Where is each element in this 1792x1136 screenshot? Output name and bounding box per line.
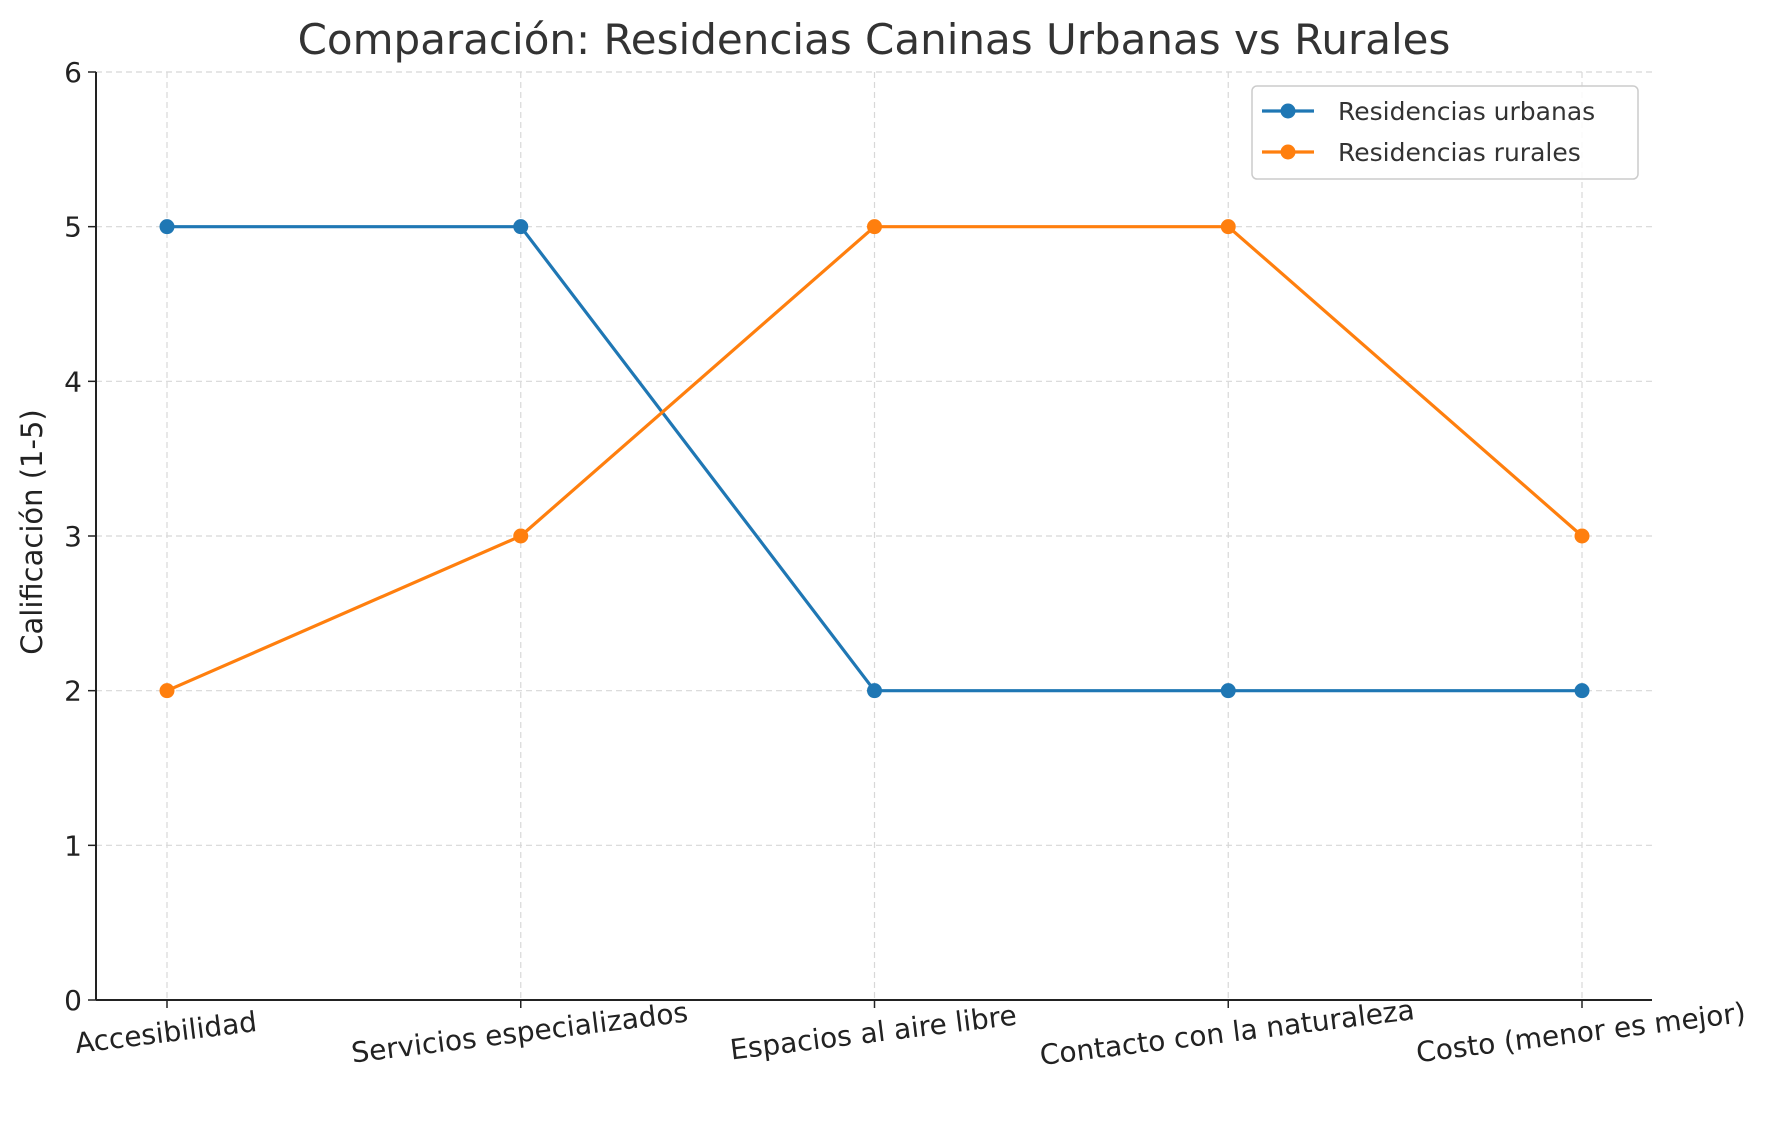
x-tick-label: Espacios al aire libre: [728, 999, 1018, 1067]
y-tick-label: 2: [64, 675, 82, 708]
y-axis-label: Calificación (1-5): [15, 409, 49, 654]
legend-marker: [1280, 103, 1296, 119]
data-point: [159, 683, 175, 699]
legend-box: [1251, 85, 1639, 180]
data-point: [867, 683, 882, 699]
data-series: [159, 219, 1590, 699]
y-tick-label: 6: [64, 56, 82, 89]
legend-item: Residencias urbanas: [1262, 97, 1595, 126]
data-point: [513, 219, 529, 235]
y-tick-label: 3: [64, 520, 82, 553]
chart-title: Comparación: Residencias Caninas Urbanas…: [298, 15, 1451, 64]
legend: Residencias urbanas Residencias rurales: [1251, 85, 1639, 180]
data-point: [1220, 219, 1236, 235]
data-point: [867, 219, 882, 235]
legend-label: Residencias urbanas: [1338, 97, 1595, 126]
data-point: [1220, 683, 1236, 699]
legend-marker: [1280, 144, 1296, 160]
data-point: [513, 528, 529, 544]
x-axis-ticks: Accesibilidad Servicios especializados Esp…: [73, 993, 1747, 1072]
legend-item: Residencias rurales: [1262, 138, 1581, 167]
x-tick-label: Accesibilidad: [73, 1005, 259, 1060]
data-point: [1574, 683, 1590, 699]
data-point: [159, 219, 175, 235]
series-2: [159, 219, 1590, 699]
y-axis-ticks: 0 1 2 3 4 5 6: [64, 56, 96, 1017]
y-tick-label: 4: [64, 365, 82, 398]
x-tick-label: Costo (menor es mejor): [1414, 996, 1747, 1069]
x-tick-label: Contacto con la naturaleza: [1038, 993, 1416, 1072]
series-1: [159, 219, 1590, 699]
y-tick-label: 1: [64, 829, 82, 862]
y-tick-label: 0: [64, 984, 82, 1017]
legend-label: Residencias rurales: [1338, 138, 1581, 167]
x-tick-label: Servicios especializados: [349, 996, 689, 1070]
grid-lines: [96, 71, 1652, 1001]
data-point: [1574, 528, 1590, 544]
y-tick-label: 5: [64, 211, 82, 244]
